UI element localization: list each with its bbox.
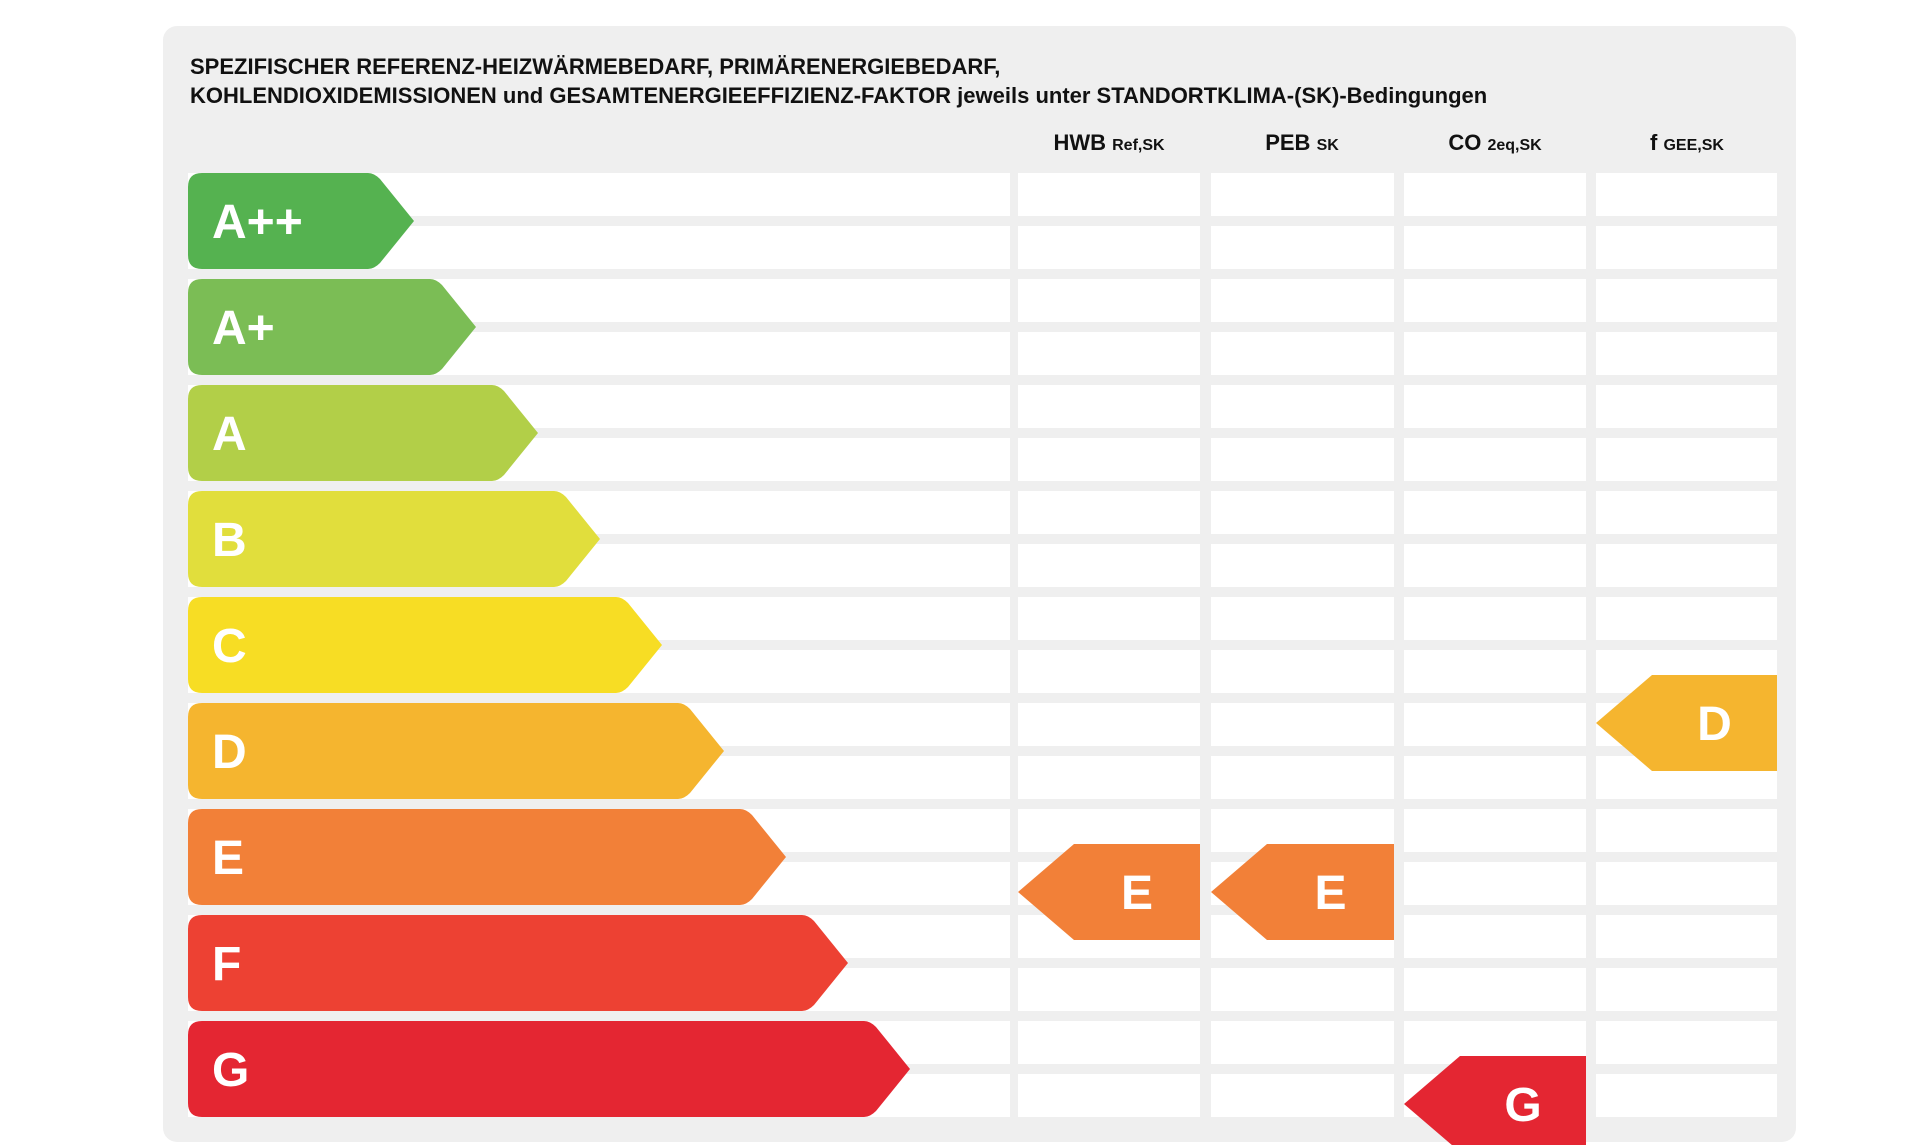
grid-cell <box>1404 544 1586 587</box>
rating-label-hwb-ref-sk: E <box>1121 867 1153 920</box>
grid-cell <box>1211 650 1394 693</box>
grid-cell <box>1211 173 1394 216</box>
grid-cell <box>1596 544 1777 587</box>
grid-cell <box>1404 597 1586 640</box>
grid-cell <box>1018 703 1200 746</box>
grid-cell <box>1596 862 1777 905</box>
grid-cell <box>1596 915 1777 958</box>
grid-cell <box>1596 1021 1777 1064</box>
class-label-f: F <box>212 938 241 991</box>
grid-cell <box>1404 703 1586 746</box>
grid-cell <box>1211 1074 1394 1117</box>
grid-cell <box>1211 279 1394 322</box>
grid-cell <box>1018 438 1200 481</box>
grid-cell <box>1596 597 1777 640</box>
column-header-peb: PEB SK <box>1265 130 1339 155</box>
rating-label-peb-sk: E <box>1314 867 1346 920</box>
class-label-d: D <box>212 726 247 779</box>
grid-cell <box>1018 597 1200 640</box>
class-label-b: B <box>212 514 247 567</box>
title-line-1: SPEZIFISCHER REFERENZ-HEIZWÄRMEBEDARF, P… <box>190 54 1001 79</box>
grid-cell <box>1211 385 1394 428</box>
class-label-c: C <box>212 620 247 673</box>
grid-cell <box>1018 491 1200 534</box>
grid-cell <box>1404 173 1586 216</box>
grid-cell <box>1211 968 1394 1011</box>
rating-arrow-peb-sk <box>1211 844 1394 940</box>
grid-cell <box>1211 332 1394 375</box>
class-arrow-b <box>188 491 600 587</box>
rating-arrow-hwb-ref-sk <box>1018 844 1200 940</box>
class-label-e: E <box>212 832 244 885</box>
grid-cell <box>1211 756 1394 799</box>
grid-cell <box>1596 968 1777 1011</box>
grid-cell <box>1018 1074 1200 1117</box>
column-header-fgee: f GEE,SK <box>1650 130 1724 155</box>
grid-cell <box>1018 756 1200 799</box>
class-label-a: A <box>212 408 247 461</box>
grid-cell <box>1211 1021 1394 1064</box>
class-label-aplus: A+ <box>212 302 275 355</box>
grid-cell <box>1596 385 1777 428</box>
grid-cell <box>1404 968 1586 1011</box>
grid-cell <box>1018 968 1200 1011</box>
class-arrow-d <box>188 703 724 799</box>
class-arrow-a <box>188 385 538 481</box>
title-line-2: KOHLENDIOXIDEMISSIONEN und GESAMTENERGIE… <box>190 83 1488 108</box>
grid-cell <box>1404 385 1586 428</box>
grid-cell <box>1404 915 1586 958</box>
chart-title: SPEZIFISCHER REFERENZ-HEIZWÄRMEBEDARF, P… <box>190 52 1487 110</box>
grid-cell <box>1596 438 1777 481</box>
grid-cell <box>1018 279 1200 322</box>
grid-cell <box>1018 173 1200 216</box>
grid-cell <box>1596 332 1777 375</box>
grid-cell <box>1596 226 1777 269</box>
grid-cell <box>1596 173 1777 216</box>
class-arrow-e <box>188 809 786 905</box>
grid-cell <box>1596 279 1777 322</box>
grid-cell <box>1211 544 1394 587</box>
grid-cell <box>1211 597 1394 640</box>
grid-cell <box>1596 809 1777 852</box>
grid-cell <box>1404 809 1586 852</box>
grid-cell <box>1404 438 1586 481</box>
grid-cell <box>1018 1021 1200 1064</box>
class-arrow-aplusplus <box>188 173 414 269</box>
grid-cell <box>1404 279 1586 322</box>
grid-cell <box>1404 650 1586 693</box>
rating-label-f-gee-sk: D <box>1697 698 1732 751</box>
grid-cell <box>1018 332 1200 375</box>
grid-cell <box>1404 862 1586 905</box>
column-header-hwb: HWB Ref,SK <box>1053 130 1165 155</box>
grid-cell <box>1211 491 1394 534</box>
class-arrow-aplus <box>188 279 476 375</box>
class-label-aplusplus: A++ <box>212 196 303 249</box>
grid-cell <box>1211 438 1394 481</box>
rating-arrow-co-2eq-sk <box>1404 1056 1586 1145</box>
rating-arrow-f-gee-sk <box>1596 675 1777 771</box>
class-arrow-g <box>188 1021 910 1117</box>
grid-cell <box>1404 332 1586 375</box>
grid-cell <box>1596 491 1777 534</box>
grid-cell <box>1018 226 1200 269</box>
class-arrow-c <box>188 597 662 693</box>
grid-cell <box>1018 650 1200 693</box>
grid-cell <box>1211 226 1394 269</box>
grid-cell <box>1596 1074 1777 1117</box>
class-label-g: G <box>212 1044 249 1097</box>
grid-cell <box>1018 544 1200 587</box>
class-arrow-f <box>188 915 848 1011</box>
grid-cell <box>1018 385 1200 428</box>
grid-cell <box>1211 703 1394 746</box>
rating-label-co-2eq-sk: G <box>1504 1079 1541 1132</box>
column-header-co2: CO 2eq,SK <box>1448 130 1542 155</box>
grid-cell <box>1404 226 1586 269</box>
grid-cell <box>1404 756 1586 799</box>
grid-cell <box>1404 491 1586 534</box>
